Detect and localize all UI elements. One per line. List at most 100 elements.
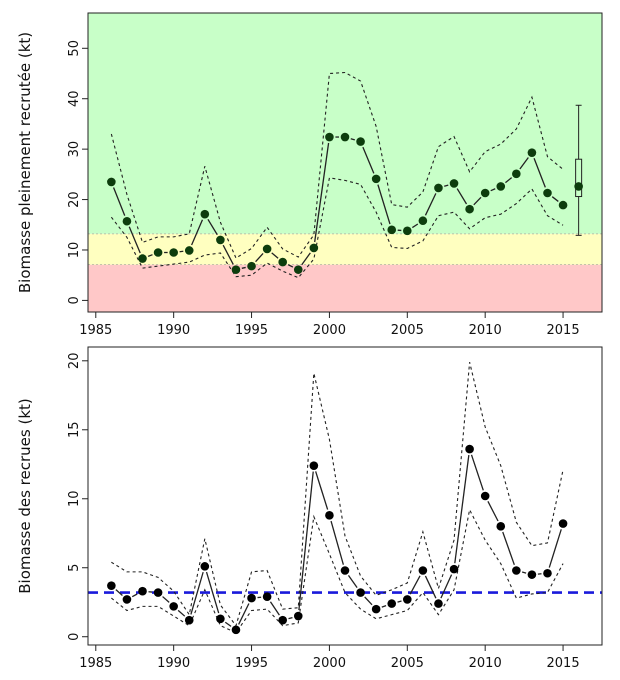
y-tick-label: 10: [67, 490, 82, 507]
data-point: [527, 570, 537, 579]
estimate-segment: [301, 252, 311, 266]
estimate-segment: [298, 471, 314, 611]
estimate-segment: [519, 157, 529, 170]
estimate-segment: [409, 575, 421, 595]
data-point: [340, 566, 350, 575]
data-point: [434, 599, 443, 608]
plot-frame: [87, 346, 603, 646]
data-point: [480, 188, 490, 198]
x-tick-label: 1995: [235, 323, 268, 338]
data-point: [403, 226, 412, 236]
data-point: [293, 265, 303, 274]
data-point: [449, 564, 459, 574]
data-point: [325, 132, 334, 142]
x-tick-label: 2005: [391, 656, 424, 671]
data-point: [278, 615, 287, 625]
data-point: [138, 254, 147, 263]
estimate-segment: [205, 571, 220, 614]
x-tick-label: 2005: [391, 323, 424, 338]
estimate-segment: [162, 596, 170, 603]
projection-median-point: [574, 182, 583, 191]
estimate-segment: [315, 471, 329, 510]
series-upper-bound: [111, 362, 564, 627]
data-point: [371, 174, 381, 184]
data-point: [200, 562, 210, 571]
estimate-segment: [490, 188, 496, 192]
data-point: [169, 602, 178, 611]
x-tick-label: 1990: [157, 656, 190, 671]
data-point: [231, 265, 241, 274]
estimate-segment: [255, 252, 264, 263]
data-point: [247, 593, 256, 603]
estimate-segment: [177, 609, 186, 617]
data-point: [184, 246, 194, 255]
y-tick-label: 5: [67, 564, 82, 572]
zone-green: [88, 13, 602, 234]
estimate-segment: [551, 196, 559, 202]
estimate-segment: [533, 158, 546, 188]
y-axis-title: Biomasse pleinement recrutée (kt): [16, 32, 34, 293]
estimate-segment: [487, 501, 499, 522]
data-point: [527, 148, 537, 157]
estimate-segment: [548, 529, 562, 568]
data-point: [418, 566, 428, 575]
y-tick-label: 20: [67, 191, 82, 208]
data-point: [387, 599, 397, 608]
estimate-segment: [424, 575, 437, 599]
estimate-segment: [521, 571, 527, 574]
series-lower-bound: [111, 508, 564, 634]
estimate-segment: [207, 218, 218, 236]
x-tick-label: 2000: [313, 656, 346, 671]
y-tick-label: 40: [67, 90, 82, 107]
data-point: [558, 200, 568, 210]
data-point: [512, 566, 521, 575]
estimate-segment: [222, 244, 234, 265]
estimate-segment: [190, 571, 204, 615]
data-point: [107, 177, 116, 187]
x-tick-label: 2010: [469, 323, 502, 338]
data-point: [403, 595, 412, 604]
data-point: [184, 615, 194, 625]
estimate-segment: [364, 596, 373, 606]
data-point: [200, 209, 210, 219]
estimate-segment: [269, 601, 280, 616]
estimate-segment: [347, 575, 358, 589]
x-tick-label: 2015: [547, 656, 580, 671]
estimate-segment: [147, 254, 153, 257]
data-point: [153, 588, 163, 597]
estimate-segment: [131, 593, 138, 598]
data-point: [465, 444, 474, 454]
x-tick-label: 2010: [469, 656, 502, 671]
zone-yellow: [88, 233, 602, 265]
data-point: [418, 216, 428, 226]
data-point: [309, 461, 319, 470]
y-axis-title: Biomasse des recrues (kt): [16, 398, 34, 593]
data-point: [356, 588, 365, 597]
data-point: [340, 132, 350, 142]
data-point: [138, 586, 147, 596]
estimate-segment: [470, 454, 484, 491]
data-point: [247, 261, 256, 271]
x-tick-label: 2000: [313, 323, 346, 338]
plot-frame: [87, 12, 603, 313]
estimate-segment: [362, 146, 375, 174]
x-tick-label: 1985: [79, 656, 112, 671]
y-tick-label: 0: [67, 296, 82, 304]
estimate-segment: [377, 184, 391, 225]
data-point: [309, 243, 319, 253]
estimate-segment: [381, 605, 387, 608]
data-point: [122, 216, 132, 226]
data-point: [107, 581, 116, 590]
data-point: [371, 604, 381, 614]
data-point: [231, 625, 241, 635]
data-point: [293, 611, 303, 621]
x-tick-label: 1985: [79, 323, 112, 338]
data-point: [356, 137, 365, 146]
data-point: [262, 592, 272, 602]
data-point: [434, 183, 443, 193]
estimate-segment: [128, 226, 141, 254]
y-tick-label: 15: [67, 422, 82, 439]
estimate-segment: [350, 138, 355, 141]
estimate-segment: [288, 616, 293, 620]
